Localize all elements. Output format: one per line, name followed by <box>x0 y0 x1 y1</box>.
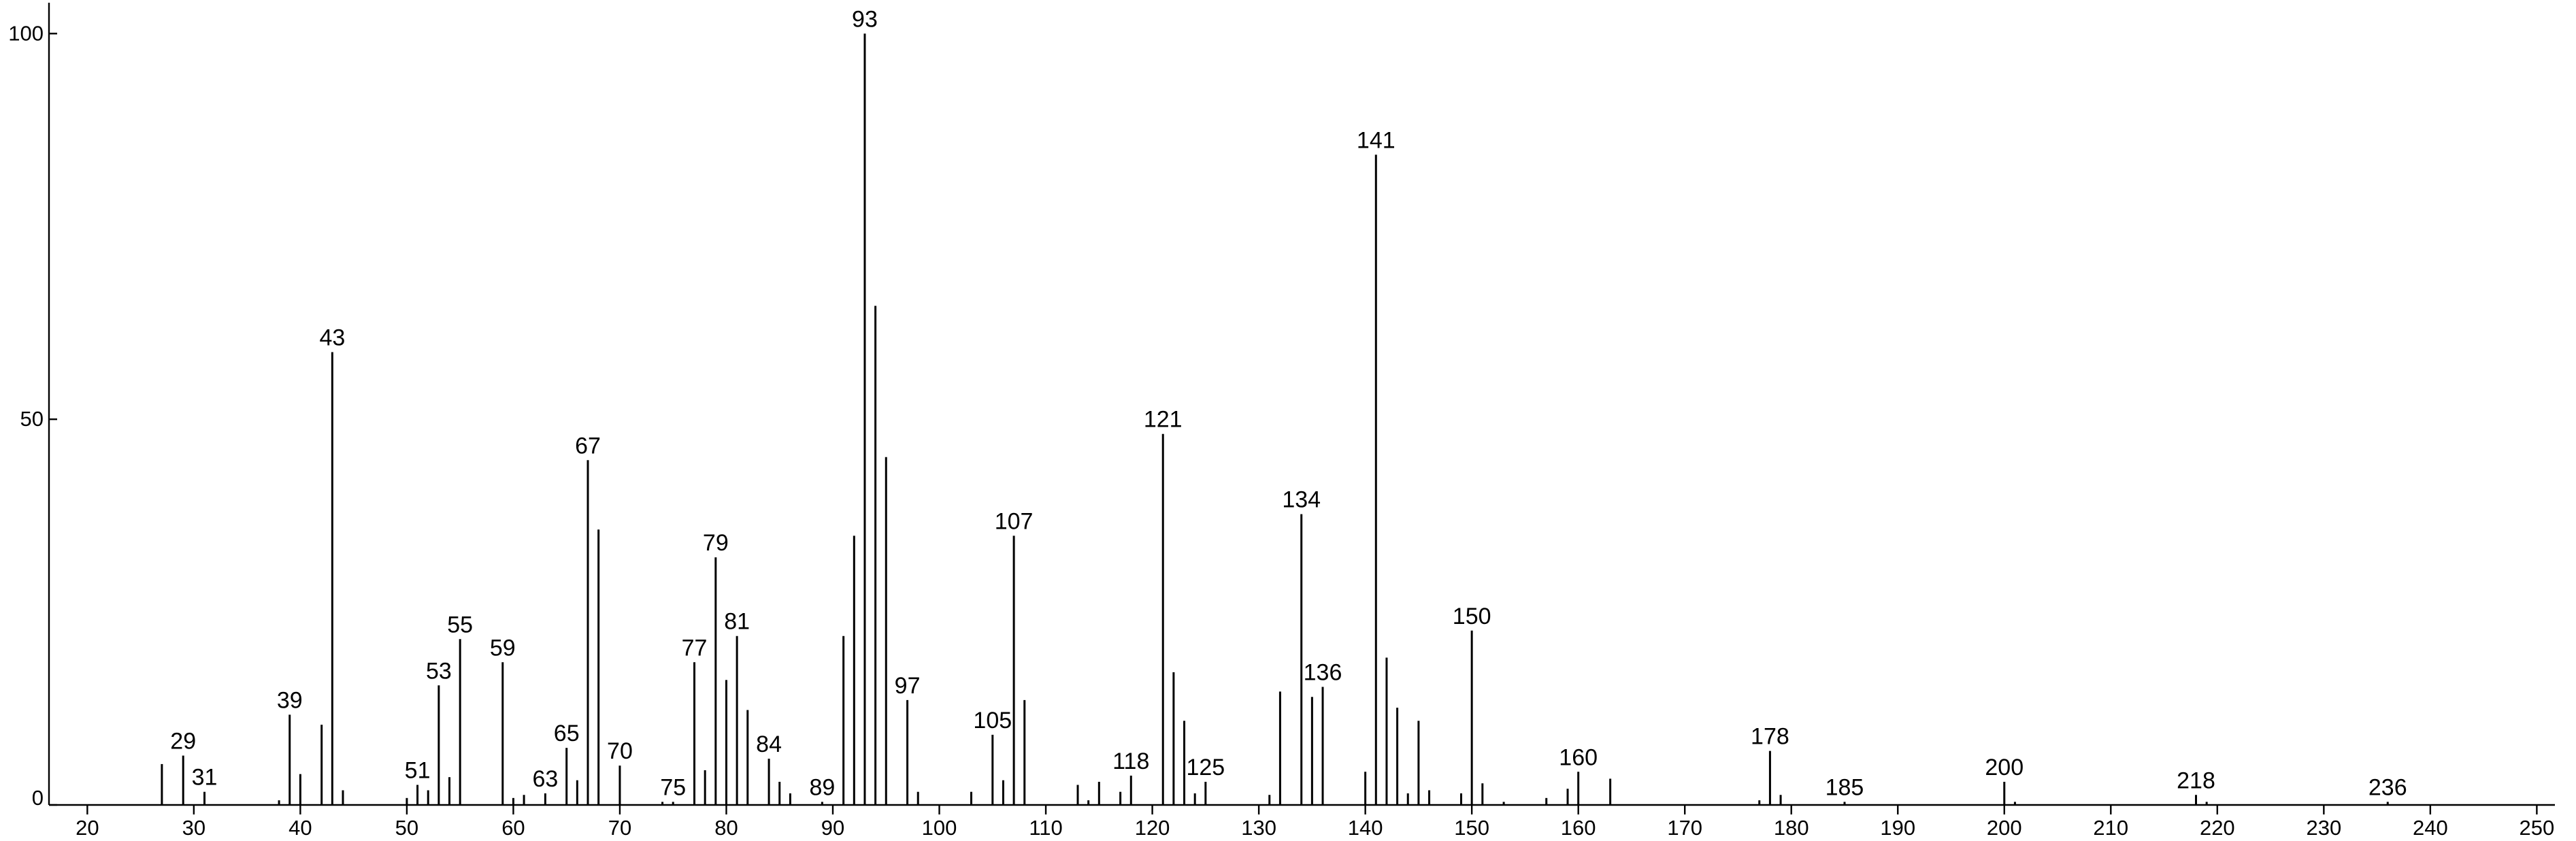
peak-label: 118 <box>1112 748 1149 774</box>
peak-label: 141 <box>1357 127 1396 153</box>
peak-label: 236 <box>2368 774 2407 800</box>
x-tick-label: 30 <box>182 816 205 840</box>
peak-label: 218 <box>2177 768 2215 793</box>
peak-label: 43 <box>319 325 345 351</box>
x-tick-label: 140 <box>1348 816 1383 840</box>
peak-label: 93 <box>852 6 878 32</box>
x-tick-label: 90 <box>821 816 844 840</box>
x-tick-label: 170 <box>1667 816 1702 840</box>
x-tick-label: 100 <box>922 816 957 840</box>
y-tick-label: 100 <box>8 21 44 45</box>
peak-label: 160 <box>1559 744 1598 770</box>
peak-label: 63 <box>532 766 558 792</box>
peak-label: 200 <box>1985 755 2024 780</box>
peak-label: 70 <box>607 738 633 764</box>
peak-label: 31 <box>192 765 218 791</box>
peak-label: 84 <box>756 731 782 757</box>
peak-label: 29 <box>170 728 196 754</box>
x-tick-label: 50 <box>395 816 418 840</box>
peak-label: 89 <box>809 774 835 800</box>
peak-label: 51 <box>405 758 431 784</box>
x-tick-label: 80 <box>714 816 738 840</box>
peak-label: 121 <box>1144 407 1183 433</box>
peak-label: 81 <box>724 609 750 635</box>
x-tick-label: 130 <box>1241 816 1276 840</box>
x-tick-label: 110 <box>1029 816 1062 840</box>
peak-label: 67 <box>575 433 601 459</box>
peak-label: 185 <box>1826 774 1864 800</box>
x-tick-label: 160 <box>1561 816 1596 840</box>
peak-label: 39 <box>277 687 303 713</box>
x-tick-label: 70 <box>608 816 631 840</box>
peak-label: 134 <box>1282 487 1321 513</box>
peak-label: 77 <box>682 635 708 661</box>
x-tick-label: 210 <box>2093 816 2128 840</box>
peak-label: 79 <box>703 530 729 556</box>
x-tick-label: 220 <box>2200 816 2235 840</box>
x-tick-label: 150 <box>1454 816 1489 840</box>
x-tick-label: 120 <box>1135 816 1170 840</box>
peak-label: 65 <box>554 721 580 746</box>
peak-label: 59 <box>490 635 516 661</box>
peak-label: 53 <box>426 658 452 684</box>
x-tick-label: 190 <box>1880 816 1915 840</box>
x-tick-label: 20 <box>76 816 99 840</box>
x-tick-label: 40 <box>288 816 312 840</box>
x-tick-label: 250 <box>2520 816 2555 840</box>
x-tick-label: 200 <box>1987 816 2022 840</box>
x-tick-label: 180 <box>1774 816 1809 840</box>
peak-label: 107 <box>995 508 1034 534</box>
peak-label: 150 <box>1453 604 1491 629</box>
x-tick-label: 60 <box>501 816 525 840</box>
peak-label: 105 <box>973 708 1012 733</box>
x-tick-label: 240 <box>2413 816 2448 840</box>
y-tick-label: 50 <box>20 407 44 431</box>
peak-label: 75 <box>660 774 686 800</box>
peak-label: 136 <box>1304 660 1342 686</box>
peak-label: 55 <box>447 612 473 638</box>
peak-label: 97 <box>895 673 921 699</box>
peak-label: 178 <box>1751 724 1789 750</box>
x-tick-label: 230 <box>2306 816 2341 840</box>
y-tick-label: 0 <box>32 786 44 810</box>
peak-label: 125 <box>1186 755 1225 780</box>
